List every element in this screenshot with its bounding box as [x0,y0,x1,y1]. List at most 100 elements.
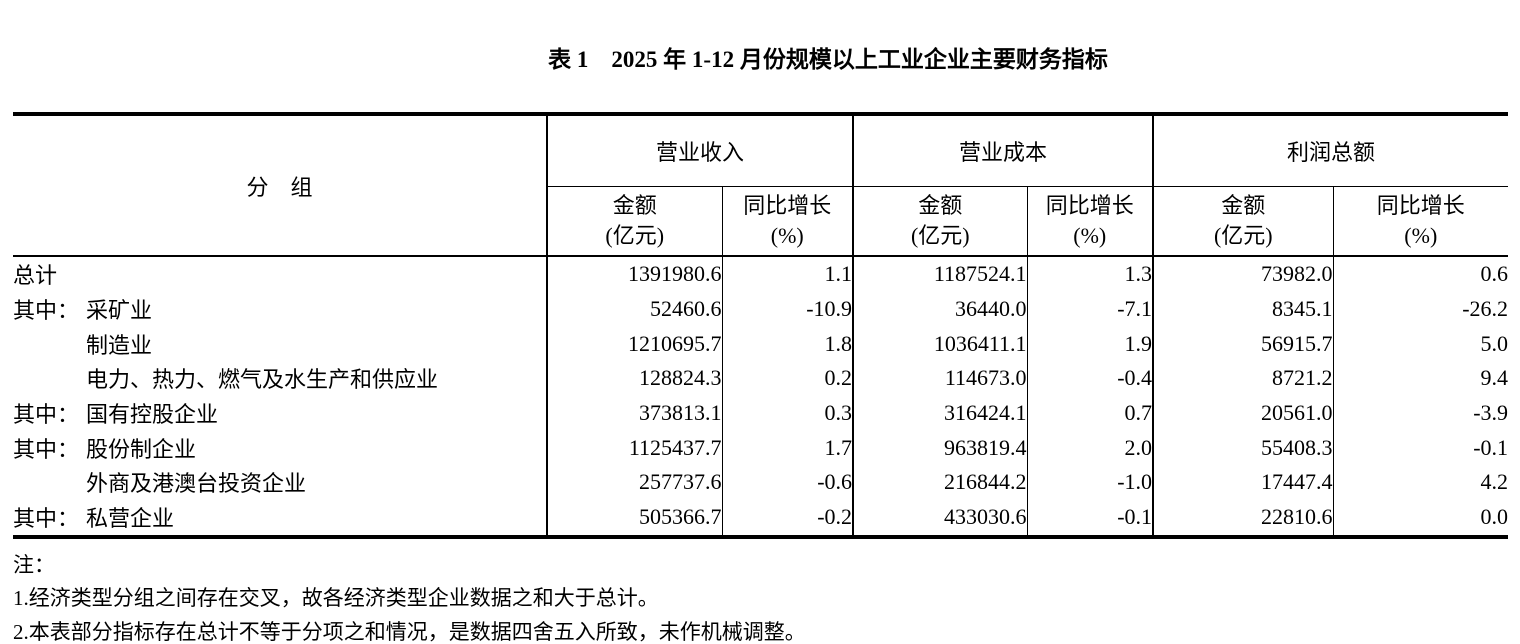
footnote-label: 注： [13,552,55,577]
cell-value: 0.0 [1332,499,1509,537]
table-row: 其中： 国有控股企业 373813.1 0.3 316424.1 0.7 20561.0 -3… [13,395,1509,431]
row-label-prefix: 其中： [13,298,80,324]
cell-value: 55408.3 [1152,430,1334,466]
row-label-prefix: 其中： [13,402,80,428]
cell-value: -3.9 [1332,395,1509,431]
column-header-profit-growth: 同比增长 (%) [1332,186,1509,257]
footnote-item: 2.本表部分指标存在总计不等于分项之和情况，是数据四舍五入所致，未作机械调整。 [13,619,806,644]
header-line: (%) [1404,223,1438,248]
cell-value: 433030.6 [852,499,1028,537]
cell-value: -0.4 [1026,361,1154,396]
cell-value: -10.9 [721,291,854,327]
column-header-revenue-amount: 金额 (亿元) [546,186,722,257]
row-label: 其中： 国有控股企业 [13,396,547,431]
column-header-cost: 营业成本 [852,114,1154,187]
cell-value: 1125437.7 [546,430,722,466]
cell-value: -0.2 [721,499,854,537]
cell-value: 1.9 [1026,326,1154,362]
cell-value: -0.1 [1332,430,1509,466]
cell-value: 963819.4 [852,430,1028,466]
cell-value: -7.1 [1026,291,1154,327]
cell-value: 22810.6 [1152,499,1334,537]
header-line: 同比增长 [743,193,832,218]
row-label-prefix: 其中： [13,506,80,532]
cell-value: 0.3 [721,395,854,431]
financial-indicators-table: 分 组 营业收入 营业成本 利润总额 金额 (亿元) 同比增长 (%) 金额 (… [13,112,1509,539]
column-header-group: 分 组 [13,114,547,257]
table-row: 其中： 股份制企业 1125437.7 1.7 963819.4 2.0 55408.3 -0… [13,430,1509,466]
table-header: 分 组 营业收入 营业成本 利润总额 金额 (亿元) 同比增长 (%) 金额 (… [13,114,1509,257]
cell-value: -0.6 [721,465,854,500]
cell-value: 1.7 [721,430,854,466]
cell-value: 8345.1 [1152,291,1334,327]
cell-value: 8721.2 [1152,361,1334,396]
header-line: 金额 [918,193,963,218]
table-row: 其中： 私营企业 505366.7 -0.2 433030.6 -0.1 22810.6 0.… [13,499,1509,537]
cell-value: 1.3 [1026,256,1154,292]
column-header-profit-amount: 金额 (亿元) [1152,186,1334,257]
cell-value: 257737.6 [546,465,722,500]
header-line: (%) [770,223,804,248]
row-label: 制造业 [86,332,153,358]
row-label: 外商及港澳台投资企业 [86,471,307,497]
cell-value: 1.8 [721,326,854,362]
header-line: (亿元) [1213,223,1273,248]
cell-value: 1210695.7 [546,326,722,362]
cell-value: -0.1 [1026,499,1154,537]
cell-value: 1187524.1 [852,256,1028,292]
cell-value: 1.1 [721,256,854,292]
cell-value: 2.0 [1026,430,1154,466]
cell-value: 73982.0 [1152,256,1334,292]
cell-value: 316424.1 [852,395,1028,431]
cell-value: 114673.0 [852,361,1028,396]
cell-value: 56915.7 [1152,326,1334,362]
column-header-cost-growth: 同比增长 (%) [1026,186,1154,257]
header-line: (%) [1073,223,1107,248]
table-row: 制造业 1210695.7 1.8 1036411.1 1.9 56915.7 5.0 [13,326,1509,362]
cell-value: 4.2 [1332,465,1509,500]
cell-value: 128824.3 [546,361,722,396]
row-label: 电力、热力、燃气及水生产和供应业 [86,367,439,393]
footnote-item: 1.经济类型分组之间存在交叉，故各经济类型企业数据之和大于总计。 [13,586,659,610]
row-label: 其中： 采矿业 [13,292,547,327]
header-row-groups: 分 组 营业收入 营业成本 利润总额 [13,114,1509,257]
header-line: 同比增长 [1045,193,1134,218]
cell-value: 1391980.6 [546,256,722,292]
cell-value: -26.2 [1332,291,1509,327]
cell-value: -1.0 [1026,465,1154,500]
header-line: 金额 [612,193,657,218]
row-label: 总计 [13,263,58,289]
footnotes: 注： 1.经济类型分组之间存在交叉，故各经济类型企业数据之和大于总计。 2.本表… [13,549,1520,644]
cell-value: 52460.6 [546,291,722,327]
header-line: 金额 [1221,193,1266,218]
table-row: 总计 1391980.6 1.1 1187524.1 1.3 73982.0 0.6 [13,256,1509,292]
page-title: 表 1 2025 年 1-12 月份规模以上工业企业主要财务指标 [548,47,1108,72]
table-body: 总计 1391980.6 1.1 1187524.1 1.3 73982.0 0.6 其中：采… [13,256,1509,537]
cell-value: 505366.7 [546,499,722,537]
cell-value: 36440.0 [852,291,1028,327]
cell-value: 0.6 [1332,256,1509,292]
cell-value: 9.4 [1332,361,1509,396]
cell-value: 373813.1 [546,395,722,431]
cell-value: 0.7 [1026,395,1154,431]
cell-value: 216844.2 [852,465,1028,500]
column-header-profit: 利润总额 [1152,114,1509,187]
table-row: 外商及港澳台投资企业 257737.6 -0.6 216844.2 -1.0 17447.… [13,465,1509,500]
row-label-prefix: 其中： [13,436,80,462]
column-header-revenue-growth: 同比增长 (%) [721,186,854,257]
row-label: 其中： 私营企业 [13,500,547,537]
header-line: (亿元) [605,223,665,248]
table-row: 电力、热力、燃气及水生产和供应业 128824.3 0.2 114673.0 -0.4 8… [13,361,1509,396]
cell-value: 0.2 [721,361,854,396]
table-row: 其中： 采矿业 52460.6 -10.9 36440.0 -7.1 8345.1 -26.2 [13,291,1509,327]
cell-value: 1036411.1 [852,326,1028,362]
header-line: 同比增长 [1376,193,1465,218]
header-row-sub: 金额 (亿元) 同比增长 (%) 金额 (亿元) 同比增长 (%) 金额 ( [13,186,1509,257]
column-header-cost-amount: 金额 (亿元) [852,186,1028,257]
column-header-revenue: 营业收入 [545,114,854,187]
row-label: 其中： 股份制企业 [13,430,547,465]
cell-value: 5.0 [1332,326,1509,362]
header-line: (亿元) [910,223,970,248]
cell-value: 17447.4 [1152,465,1334,500]
